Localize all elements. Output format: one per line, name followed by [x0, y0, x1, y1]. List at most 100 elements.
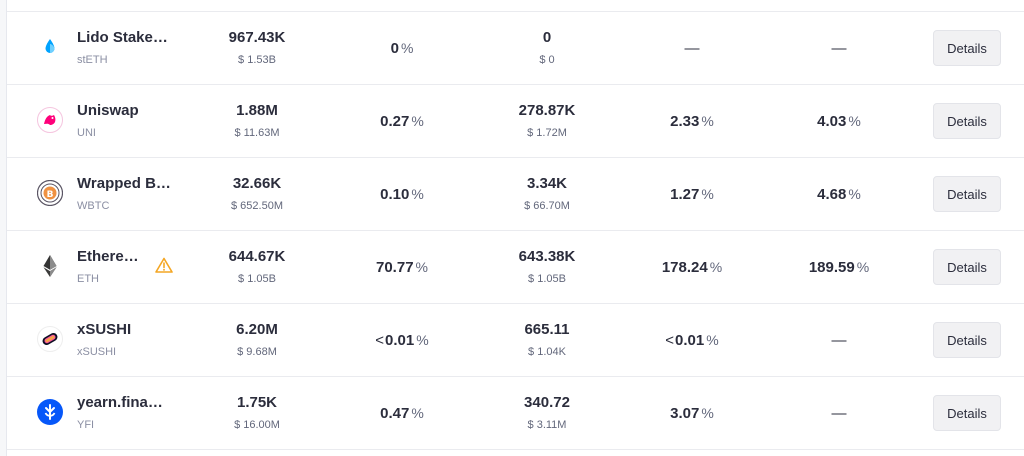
share-cell-value: 0.27: [380, 112, 410, 130]
borrowed-amount: 665.11: [524, 321, 570, 338]
asset-name: Uniswap: [77, 102, 139, 119]
asset-cell[interactable]: yearn.fina… YFI: [7, 377, 197, 449]
asset-symbol: YFI: [77, 419, 95, 431]
percent-sign: %: [701, 113, 714, 129]
share-cell: <0.01%: [342, 304, 462, 376]
table-row: Lido Stake… stETH 967.43K $ 1.53B 0% 0 $ 0 — — De…: [7, 12, 1024, 85]
apy-cell-value: 3.07: [670, 404, 700, 422]
liquidity-amount: 32.66K: [232, 175, 282, 192]
svg-text:B: B: [47, 190, 54, 200]
table-row: B Wrapped B… WBTC 32.66K $ 652.50M 0.10% 3.34K…: [7, 158, 1024, 231]
liquidity-cell: 32.66K $ 652.50M: [197, 158, 317, 230]
borrowed-cell: 665.11 $ 1.04K: [487, 304, 607, 376]
apy-secondary-cell: 4.03%: [779, 85, 899, 157]
wbtc-icon: B: [37, 180, 63, 206]
yearn-icon: [37, 399, 63, 425]
details-button[interactable]: Details: [933, 322, 1001, 358]
borrowed-cell: 3.34K $ 66.70M: [487, 158, 607, 230]
apy-secondary-value: 4.68: [817, 185, 847, 203]
liquidity-usd: $ 16.00M: [234, 419, 280, 431]
borrowed-cell: 340.72 $ 3.11M: [487, 377, 607, 449]
apy-cell: 3.07%: [632, 377, 752, 449]
asset-symbol: ETH: [77, 273, 99, 285]
table-row: xSUSHI xSUSHI 6.20M $ 9.68M <0.01% 665.11 $ 1.…: [7, 304, 1024, 377]
borrowed-cell: 0 $ 0: [487, 12, 607, 84]
borrowed-cell: 278.87K $ 1.72M: [487, 85, 607, 157]
apy-secondary-value: 189.59: [808, 258, 855, 276]
asset-name: Wrapped B…: [77, 175, 171, 192]
percent-sign: %: [856, 259, 870, 275]
liquidity-amount: 6.20M: [236, 321, 278, 338]
percent-sign: %: [709, 259, 723, 275]
borrowed-amount: 340.72: [524, 394, 570, 411]
table-row: Ethere… ETH 644.67K $ 1.05B 70.77% 643.38K $ 1…: [7, 231, 1024, 304]
share-cell: 0.10%: [342, 158, 462, 230]
liquidity-cell: 1.88M $ 11.63M: [197, 85, 317, 157]
liquidity-cell: 6.20M $ 9.68M: [197, 304, 317, 376]
percent-sign: %: [411, 186, 424, 202]
details-button[interactable]: Details: [933, 103, 1001, 139]
percent-sign: %: [701, 186, 714, 202]
percent-sign: %: [848, 113, 861, 129]
asset-symbol: UNI: [77, 127, 96, 139]
apy-cell-value: 178.24: [661, 258, 708, 276]
share-cell-value: 0.10: [380, 185, 410, 203]
percent-sign: %: [701, 405, 714, 421]
less-than-sign: <: [665, 331, 675, 349]
asset-cell[interactable]: Lido Stake… stETH: [7, 12, 197, 84]
apy-secondary-cell: —: [779, 304, 899, 376]
percent-sign: %: [848, 186, 861, 202]
liquidity-cell: 967.43K $ 1.53B: [197, 12, 317, 84]
apy-cell: —: [632, 12, 752, 84]
liquidity-amount: 967.43K: [228, 29, 286, 46]
borrowed-cell: 643.38K $ 1.05B: [487, 231, 607, 303]
borrowed-amount: 278.87K: [518, 102, 576, 119]
share-cell-value: 70.77: [376, 258, 414, 276]
empty-value-dash: —: [684, 39, 700, 57]
uniswap-unicorn-icon: [37, 107, 63, 133]
share-cell: 0.47%: [342, 377, 462, 449]
liquidity-usd: $ 11.63M: [234, 127, 280, 139]
percent-sign: %: [400, 40, 414, 56]
share-cell: 0%: [342, 12, 462, 84]
share-cell-value: 0: [390, 39, 399, 57]
share-cell-value: 0.01: [385, 331, 415, 349]
borrowed-amount: 3.34K: [526, 175, 568, 192]
xsushi-icon: [37, 326, 63, 352]
asset-name: yearn.fina…: [77, 394, 163, 411]
details-button[interactable]: Details: [933, 176, 1001, 212]
less-than-sign: <: [375, 331, 385, 349]
share-cell: 0.27%: [342, 85, 462, 157]
asset-cell[interactable]: Ethere… ETH: [7, 231, 197, 303]
asset-cell[interactable]: B Wrapped B… WBTC: [7, 158, 197, 230]
empty-value-dash: —: [831, 331, 847, 349]
share-cell-value: 0.47: [380, 404, 410, 422]
apy-secondary-value: 4.03: [817, 112, 847, 130]
liquidity-usd: $ 1.53B: [238, 54, 276, 66]
details-button[interactable]: Details: [933, 249, 1001, 285]
asset-cell[interactable]: xSUSHI xSUSHI: [7, 304, 197, 376]
borrowed-usd: $ 1.05B: [528, 273, 566, 285]
borrowed-amount: 643.38K: [518, 248, 576, 265]
apy-cell-value: 1.27: [670, 185, 700, 203]
row-divider: [7, 11, 1024, 12]
apy-cell: 178.24%: [632, 231, 752, 303]
details-button[interactable]: Details: [933, 30, 1001, 66]
borrowed-usd: $ 3.11M: [527, 419, 567, 431]
percent-sign: %: [706, 332, 719, 348]
apy-secondary-cell: 4.68%: [779, 158, 899, 230]
asset-cell[interactable]: Uniswap UNI: [7, 85, 197, 157]
borrowed-usd: $ 1.72M: [527, 127, 567, 139]
ethereum-icon: [37, 253, 63, 279]
table-row: Uniswap UNI 1.88M $ 11.63M 0.27% 278.87K $ 1.7…: [7, 85, 1024, 158]
warning-icon[interactable]: [155, 257, 173, 278]
borrowed-usd: $ 1.04K: [528, 346, 566, 358]
details-button[interactable]: Details: [933, 395, 1001, 431]
liquidity-cell: 1.75K $ 16.00M: [197, 377, 317, 449]
asset-symbol: xSUSHI: [77, 346, 117, 358]
asset-name: Ethere…: [77, 248, 139, 265]
borrowed-usd: $ 66.70M: [524, 200, 570, 212]
apy-cell: <0.01%: [632, 304, 752, 376]
table-row: yearn.fina… YFI 1.75K $ 16.00M 0.47% 340.72 $ …: [7, 377, 1024, 450]
apy-secondary-cell: —: [779, 12, 899, 84]
